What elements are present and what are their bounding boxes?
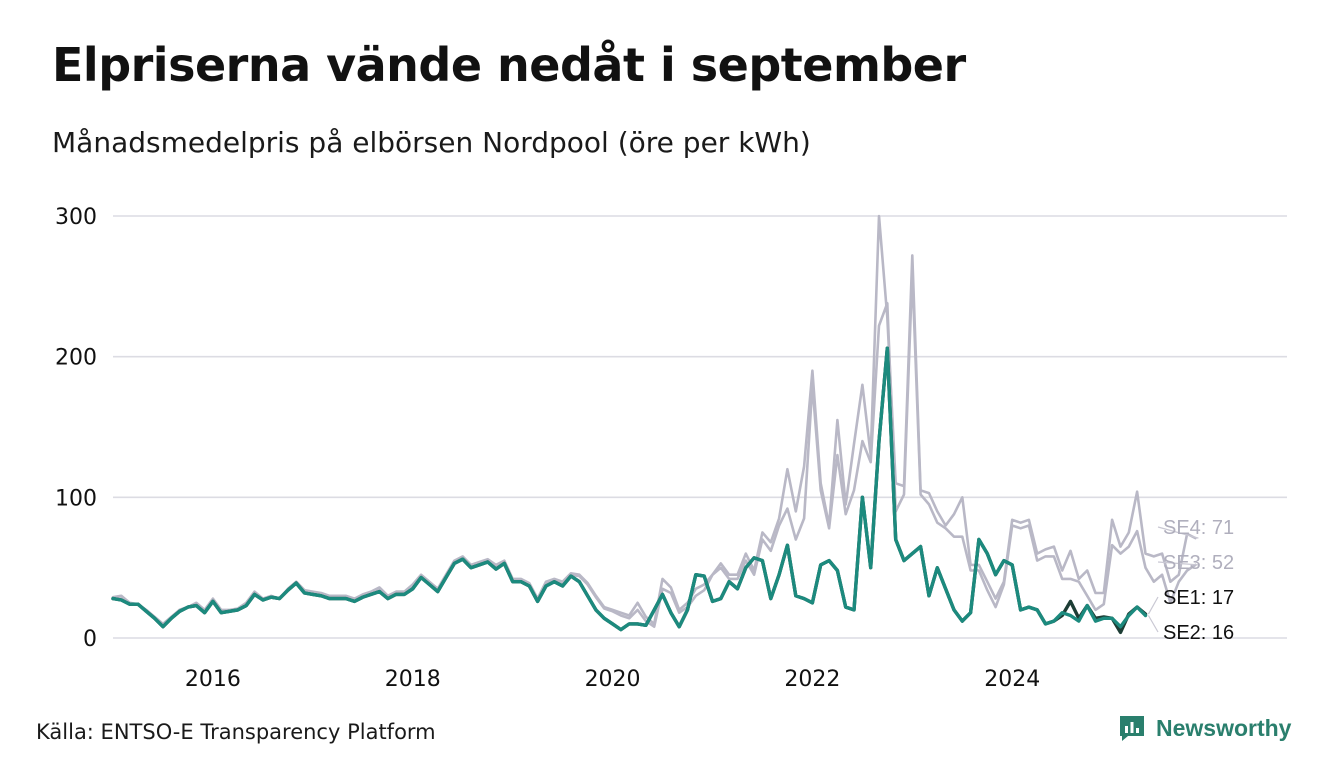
x-tick-label: 2018 — [385, 667, 441, 692]
series-end-label-se4: SE4: 71 — [1163, 517, 1234, 539]
series-end-label-se3: SE3: 52 — [1163, 552, 1234, 574]
y-tick-label: 100 — [55, 486, 97, 511]
x-axis-ticks: 2016 2018 2020 2022 2024 — [185, 667, 1040, 692]
x-tick-label: 2024 — [984, 667, 1040, 692]
series-line-se4 — [111, 214, 1197, 626]
x-tick-label: 2020 — [585, 667, 641, 692]
x-tick-label: 2016 — [185, 667, 241, 692]
series-line-se3 — [111, 270, 1197, 629]
chart-subtitle: Månadsmedelpris på elbörsen Nordpool (ör… — [52, 126, 811, 159]
series-lines — [111, 214, 1197, 635]
y-tick-label: 0 — [83, 627, 97, 652]
series-line-se2 — [111, 346, 1148, 632]
source-note: Källa: ENTSO-E Transparency Platform — [36, 720, 436, 744]
series-end-labels: SE4: 71 SE3: 52 SE1: 17 SE2: 16 — [1147, 517, 1234, 644]
brand-logo[interactable]: Newsworthy — [1118, 714, 1291, 742]
bar-chart-speech-bubble-icon — [1120, 716, 1144, 741]
gridlines — [113, 215, 1287, 639]
series-end-label-se2: SE2: 16 — [1163, 622, 1234, 644]
brand-name: Newsworthy — [1156, 714, 1292, 741]
y-tick-label: 200 — [55, 346, 97, 371]
label-connector-se3 — [1157, 561, 1199, 566]
y-axis-ticks: 0 100 200 300 — [55, 205, 97, 652]
chart-title: Elpriserna vände nedåt i september — [52, 38, 966, 92]
label-connector-se2 — [1147, 615, 1159, 633]
y-tick-label: 300 — [55, 205, 97, 230]
series-end-label-se1: SE1: 17 — [1163, 587, 1234, 609]
x-tick-label: 2022 — [784, 667, 840, 692]
label-connector-se1 — [1147, 596, 1159, 615]
label-connector-se4 — [1157, 526, 1199, 539]
